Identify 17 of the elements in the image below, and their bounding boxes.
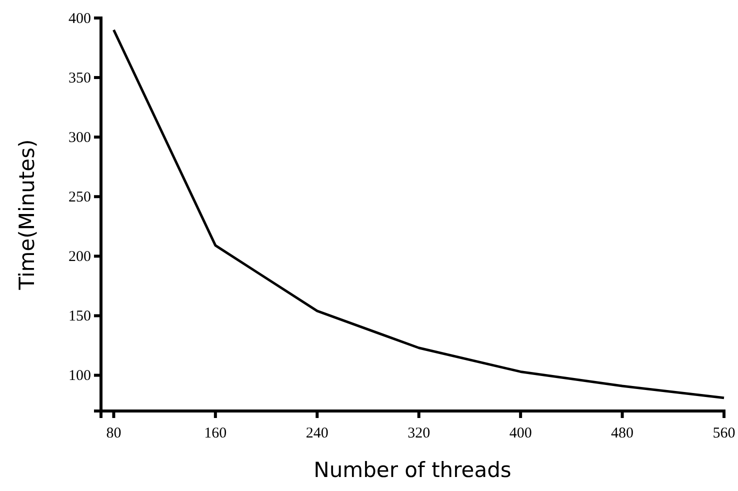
y-tick-label: 300 [68, 130, 91, 146]
y-tick-label: 400 [68, 10, 91, 27]
y-tick-label: 200 [68, 248, 91, 265]
x-tick-label: 400 [509, 426, 532, 442]
y-tick-label: 350 [68, 70, 91, 86]
y-axis-title: Time(Minutes) [15, 139, 39, 291]
x-tick-label: 480 [611, 426, 634, 442]
x-tick-label: 80 [106, 426, 122, 442]
y-tick-label: 150 [68, 308, 91, 325]
line-series [112, 28, 726, 400]
x-axis-title: Number of threads [314, 458, 512, 482]
x-tick-label: 320 [408, 426, 430, 442]
y-tick-label: 250 [68, 189, 91, 206]
x-tick-label: 560 [712, 426, 736, 442]
x-tick-label: 240 [306, 426, 328, 442]
y-tick-label: 100 [68, 368, 91, 384]
x-tick-label: 160 [204, 426, 227, 442]
